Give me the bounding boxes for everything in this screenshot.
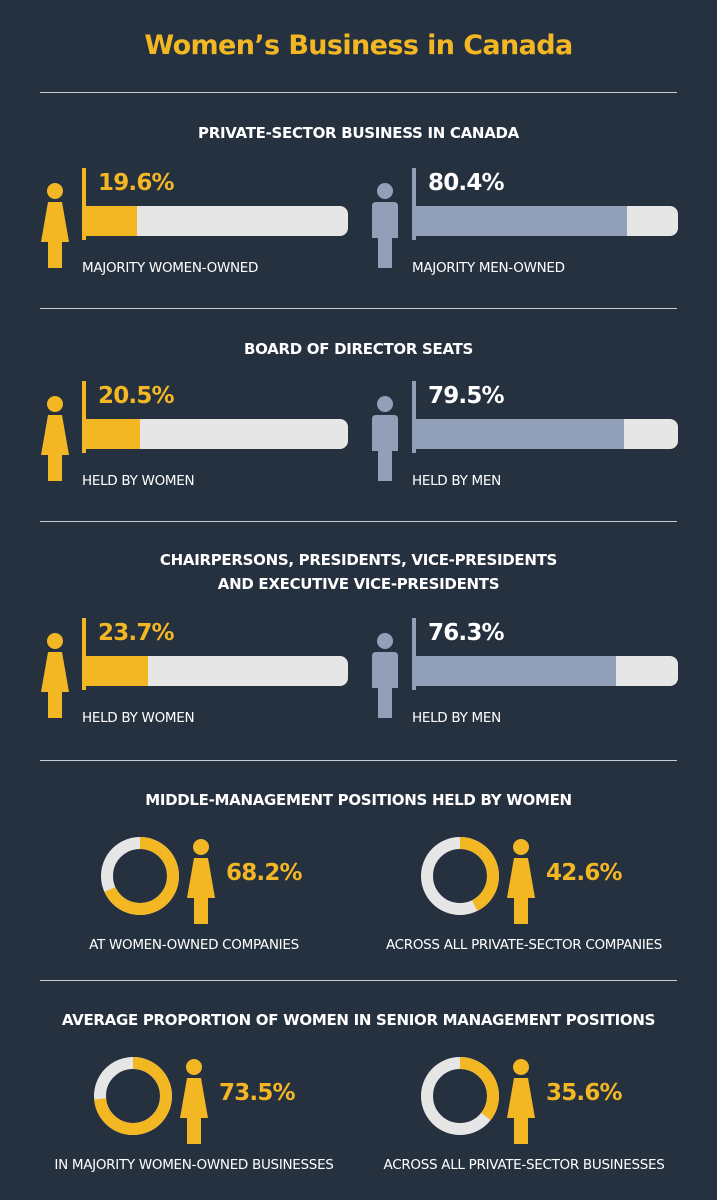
data-label: 42.6%: [546, 860, 623, 886]
bar: [86, 419, 140, 449]
bar-caption: MAJORITY MEN-OWNED: [412, 260, 565, 276]
divider: [40, 308, 677, 309]
donut-slice: [94, 1057, 172, 1135]
woman-icon: [187, 839, 215, 924]
woman-icon: [180, 1059, 208, 1144]
data-label: 80.4%: [428, 170, 505, 196]
bar-group-women-owned: 19.6% MAJORITY WOMEN-OWNED: [40, 168, 348, 288]
bar-caption: MAJORITY WOMEN-OWNED: [82, 260, 259, 276]
donut-group-majority-women-owned: 73.5%: [93, 1056, 313, 1186]
divider: [40, 92, 677, 93]
bar-group-exec-men: 76.3% HELD BY MEN: [370, 618, 678, 738]
bar: [86, 206, 138, 236]
data-label: 19.6%: [98, 170, 175, 196]
bar-track: [416, 206, 678, 236]
bar-axis-line: [82, 618, 86, 690]
donut-slice: [421, 837, 499, 915]
man-icon: [372, 396, 398, 481]
woman-icon: [507, 1059, 535, 1144]
data-label: 23.7%: [98, 620, 175, 646]
donut-chart: [421, 1057, 499, 1135]
section-title-private-sector: PRIVATE-SECTOR BUSINESS IN CANADA: [198, 124, 519, 142]
man-icon: [372, 633, 398, 718]
bar-group-board-men: 79.5% HELD BY MEN: [370, 381, 678, 501]
woman-icon: [41, 183, 69, 268]
donut-slice: [101, 837, 179, 915]
man-icon: [372, 183, 398, 268]
data-label: 73.5%: [219, 1080, 296, 1106]
bar-caption: HELD BY WOMEN: [82, 473, 195, 489]
bar-group-men-owned: 80.4% MAJORITY MEN-OWNED: [370, 168, 678, 288]
bar-axis-line: [412, 618, 416, 690]
donut-chart: [421, 837, 499, 915]
woman-icon: [507, 839, 535, 924]
section-title-line: CHAIRPERSONS, PRESIDENTS, VICE-PRESIDENT…: [159, 551, 558, 569]
section-title-middle-management: MIDDLE-MANAGEMENT POSITIONS HELD BY WOME…: [145, 791, 572, 809]
data-label: 68.2%: [226, 860, 303, 886]
donut-caption: IN MAJORITY WOMEN-OWNED BUSINESSES: [54, 1157, 334, 1173]
bar-axis-line: [82, 168, 86, 240]
page-title: Women’s Business in Canada: [144, 30, 573, 61]
bar-track: [416, 656, 678, 686]
divider: [40, 521, 677, 522]
donut-group-women-owned-companies: 68.2%: [100, 836, 320, 966]
bar-caption: HELD BY MEN: [412, 473, 501, 489]
donut-chart: [94, 1057, 172, 1135]
donut-caption: ACROSS ALL PRIVATE-SECTOR COMPANIES: [385, 937, 663, 953]
divider: [40, 760, 677, 761]
woman-icon: [41, 633, 69, 718]
bar: [416, 419, 625, 449]
donut-caption: AT WOMEN-OWNED COMPANIES: [89, 937, 299, 953]
bar-caption: HELD BY WOMEN: [82, 710, 195, 726]
donut-caption: ACROSS ALL PRIVATE-SECTOR BUSINESSES: [383, 1157, 665, 1173]
donut-group-all-private-companies: 42.6%: [420, 836, 640, 966]
bar-track: [416, 419, 678, 449]
data-label: 76.3%: [428, 620, 505, 646]
data-label: 79.5%: [428, 383, 505, 409]
section-title-executives: CHAIRPERSONS, PRESIDENTS, VICE-PRESIDENT…: [0, 548, 717, 596]
donut-slice: [421, 1057, 499, 1135]
bar-caption: HELD BY MEN: [412, 710, 501, 726]
bar: [416, 656, 616, 686]
bar-track: [86, 206, 348, 236]
section-title-line: AND EXECUTIVE VICE-PRESIDENTS: [217, 575, 500, 593]
bar-group-board-women: 20.5% HELD BY WOMEN: [40, 381, 348, 501]
bar-axis-line: [412, 381, 416, 453]
bar-axis-line: [412, 168, 416, 240]
bar-track: [86, 656, 348, 686]
data-label: 35.6%: [546, 1080, 623, 1106]
bar-group-exec-women: 23.7% HELD BY WOMEN: [40, 618, 348, 738]
donut-chart: [101, 837, 179, 915]
bar: [86, 656, 149, 686]
divider: [40, 980, 677, 981]
section-title-senior-management: AVERAGE PROPORTION OF WOMEN IN SENIOR MA…: [61, 1011, 656, 1029]
bar-track: [86, 419, 348, 449]
bar: [416, 206, 627, 236]
data-label: 20.5%: [98, 383, 175, 409]
woman-icon: [41, 396, 69, 481]
bar-axis-line: [82, 381, 86, 453]
donut-group-all-private-businesses: 35.6%: [420, 1056, 640, 1186]
section-title-board-seats: BOARD OF DIRECTOR SEATS: [243, 340, 474, 358]
